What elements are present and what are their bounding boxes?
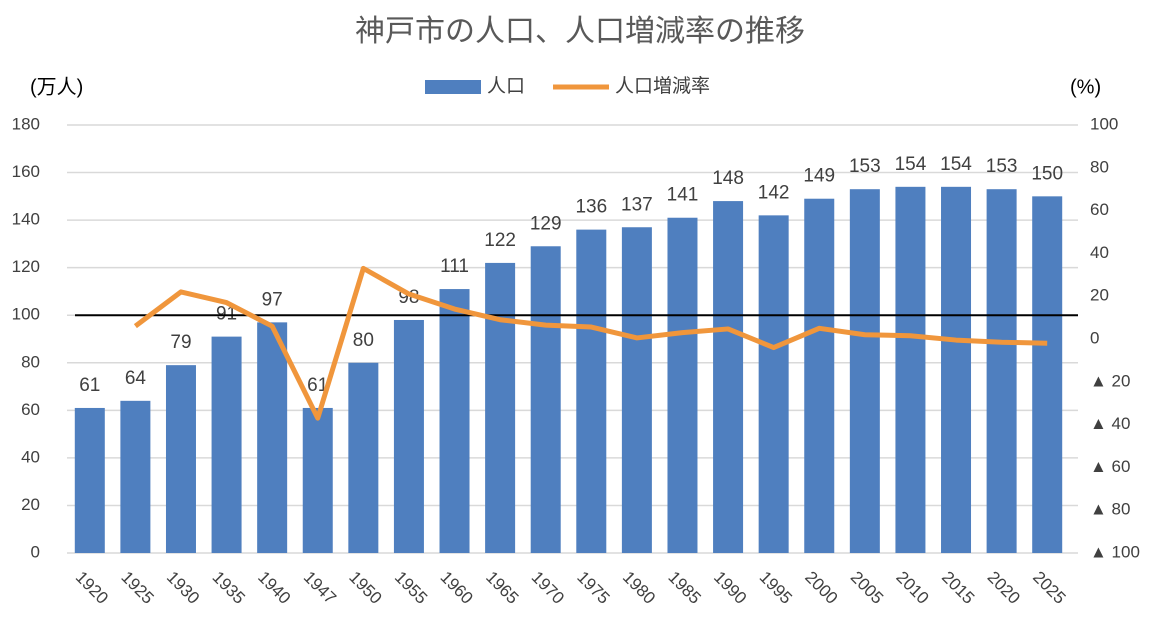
data-label: 122: [484, 230, 516, 251]
bar: [758, 215, 789, 553]
y-tick-label: 60: [21, 400, 40, 419]
x-tick-label: 1950: [345, 568, 385, 608]
x-tick-label: 1995: [756, 568, 796, 608]
data-label: 80: [353, 330, 374, 351]
legend-label: 人口増減率: [615, 75, 710, 97]
bar: [667, 217, 698, 553]
data-label: 154: [895, 154, 927, 175]
y2-tick-label: 20: [1090, 286, 1109, 305]
y2-tick-label: ▲ 20: [1090, 371, 1130, 390]
x-tick-label: 1970: [528, 568, 568, 608]
data-label: 91: [216, 304, 237, 325]
data-label: 79: [170, 332, 191, 353]
y2-tick-label: ▲ 40: [1090, 414, 1130, 433]
bar: [530, 246, 561, 553]
x-tick-label: 1965: [482, 568, 522, 608]
bar: [895, 186, 926, 554]
data-label: 149: [803, 166, 835, 187]
legend-label: 人口: [487, 75, 525, 97]
bar: [986, 189, 1017, 553]
bar: [348, 362, 379, 553]
y2-axis-label: (%): [1070, 76, 1101, 98]
y2-tick-label: ▲ 60: [1090, 457, 1130, 476]
bar: [120, 400, 151, 553]
data-label: 154: [940, 154, 972, 175]
y2-tick-label: 60: [1090, 200, 1109, 219]
data-label: 148: [712, 168, 744, 189]
bar: [621, 227, 652, 553]
line: [133, 265, 1048, 421]
data-label: 142: [758, 182, 790, 203]
bar: [393, 319, 424, 553]
data-label: 141: [667, 185, 699, 206]
bar: [439, 289, 470, 553]
y-axis-label: (万人): [30, 75, 83, 98]
data-label: 153: [986, 156, 1018, 177]
x-tick-label: 2005: [847, 568, 887, 608]
y2-tick-label: ▲ 80: [1090, 500, 1130, 519]
x-tick-label: 1920: [72, 568, 112, 608]
x-tick-label: 2010: [892, 568, 932, 608]
y-tick-label: 100: [12, 305, 40, 324]
data-label: 137: [621, 194, 653, 215]
y2-tick-label: ▲ 100: [1090, 542, 1140, 561]
x-tick-label: 2025: [1029, 568, 1069, 608]
y-tick-label: 0: [31, 542, 40, 561]
bar: [576, 229, 607, 553]
bar: [849, 189, 880, 553]
x-tick-label: 1960: [437, 568, 477, 608]
y-tick-label: 120: [12, 257, 40, 276]
data-label: 153: [849, 156, 881, 177]
x-tick-label: 1980: [619, 568, 659, 608]
bar: [804, 198, 835, 553]
bar: [165, 365, 196, 553]
x-tick-label: 1985: [664, 568, 704, 608]
chart-title: 神戸市の人口、人口増減率の推移: [355, 15, 805, 48]
x-tick-label: 1975: [573, 568, 613, 608]
x-tick-label: 2015: [938, 568, 978, 608]
y-tick-label: 40: [21, 447, 40, 466]
bar: [941, 186, 972, 554]
x-tick-label: 1925: [117, 568, 157, 608]
bar: [713, 201, 744, 554]
data-label: 64: [125, 368, 147, 389]
bar: [257, 322, 288, 553]
y-tick-label: 180: [12, 114, 40, 133]
y2-tick-label: 80: [1090, 157, 1109, 176]
data-label: 136: [575, 197, 607, 218]
x-tick-label: 1947: [300, 568, 340, 608]
x-tick-label: 1930: [163, 568, 203, 608]
x-tick-label: 1940: [254, 568, 294, 608]
bar: [485, 262, 516, 553]
y-tick-label: 80: [21, 352, 40, 371]
x-tick-label: 1935: [209, 568, 249, 608]
bar: [1032, 196, 1063, 554]
y2-tick-label: 0: [1090, 328, 1099, 347]
y-tick-label: 160: [12, 162, 40, 181]
data-label: 129: [530, 213, 562, 234]
legend-swatch: [425, 80, 481, 94]
y2-tick-label: 40: [1090, 243, 1109, 262]
y2-tick-label: 100: [1090, 114, 1118, 133]
data-label: 97: [262, 289, 283, 310]
data-label: 111: [440, 256, 469, 277]
bar: [74, 407, 105, 553]
x-tick-label: 2020: [984, 568, 1024, 608]
data-label: 61: [79, 375, 100, 396]
x-tick-label: 1990: [710, 568, 750, 608]
x-tick-label: 2000: [801, 568, 841, 608]
y-tick-label: 20: [21, 495, 40, 514]
bar: [302, 407, 333, 553]
x-tick-label: 1955: [391, 568, 431, 608]
bar: [211, 336, 242, 553]
y-tick-label: 140: [12, 210, 40, 229]
data-label: 61: [307, 375, 328, 396]
data-label: 150: [1031, 163, 1063, 184]
